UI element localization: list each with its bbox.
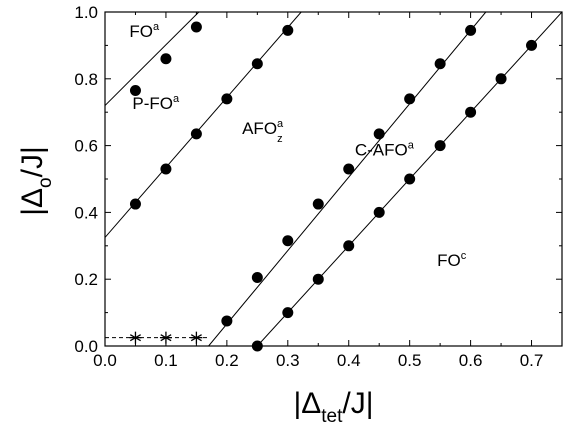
series-2-point-6 <box>282 24 294 36</box>
y-tick-label: 0.8 <box>74 70 98 89</box>
series-4-point-4 <box>343 240 355 252</box>
plot-frame <box>104 11 563 347</box>
region-label-cafo-4: C-AFOa <box>355 140 415 160</box>
x-tick-label: 0.0 <box>93 351 117 370</box>
series-1-point-3 <box>190 21 202 33</box>
y-tick-label: 0.6 <box>74 137 98 156</box>
fit-line-1 <box>105 12 200 106</box>
fit-lines <box>105 12 562 346</box>
asterisk-point-1 <box>129 331 142 344</box>
series-4-point-9 <box>495 73 507 85</box>
series-4-point-6 <box>404 173 416 185</box>
asterisk-point-3 <box>190 331 203 344</box>
series-3-point-8 <box>434 58 446 70</box>
x-axis-label: |Δtet/J| <box>293 387 373 423</box>
y-axis-label: |Δo/J| <box>16 146 56 216</box>
x-tick-label: 0.4 <box>337 351 361 370</box>
region-label-fo-1: FOa <box>129 21 160 41</box>
region-label-pfo-2: P-FOa <box>132 93 180 113</box>
series-4-point-2 <box>282 307 294 319</box>
series-4-point-8 <box>465 106 477 118</box>
y-tick-label: 0.2 <box>74 270 98 289</box>
series-2-point-4 <box>221 93 233 105</box>
series-2-point-5 <box>251 58 263 70</box>
series-4-point-3 <box>312 273 324 285</box>
series-1-point-1 <box>129 84 141 96</box>
series-3-point-4 <box>312 198 324 210</box>
markers <box>129 21 538 352</box>
x-tick-label: 0.1 <box>154 351 178 370</box>
x-tick-label: 0.5 <box>398 351 422 370</box>
series-2-point-3 <box>190 128 202 140</box>
series-3-point-9 <box>465 24 477 36</box>
x-tick-label: 0.7 <box>520 351 544 370</box>
series-3-point-6 <box>373 128 385 140</box>
series-2-point-1 <box>129 198 141 210</box>
y-tick-label: 0.0 <box>74 337 98 356</box>
x-tick-label: 0.2 <box>215 351 239 370</box>
y-tick-label: 1.0 <box>74 3 98 22</box>
x-tick-label: 0.6 <box>459 351 483 370</box>
data-layer <box>105 12 562 352</box>
series-4-point-7 <box>434 140 446 152</box>
series-1-point-2 <box>160 53 172 65</box>
series-3-point-1 <box>221 315 233 327</box>
region-label-afo-3: AFOa z <box>242 118 284 145</box>
x-tick-label: 0.3 <box>276 351 300 370</box>
series-3-point-3 <box>282 235 294 247</box>
series-4-point-10 <box>526 39 538 51</box>
y-tick-label: 0.4 <box>74 203 98 222</box>
label-layer: 0.0 0.1 0.2 0.3 0.4 0.5 0.6 0.7 0.0 0.2 0.4 0.6 0.8 1… <box>16 3 543 423</box>
series-3-point-2 <box>251 272 263 284</box>
series-3-point-5 <box>343 163 355 175</box>
series-4-point-5 <box>373 206 385 218</box>
region-label-fo-5: FOc <box>437 250 467 270</box>
series-2-point-2 <box>160 163 172 175</box>
tick-layer <box>104 11 563 347</box>
series-3-point-7 <box>404 93 416 105</box>
